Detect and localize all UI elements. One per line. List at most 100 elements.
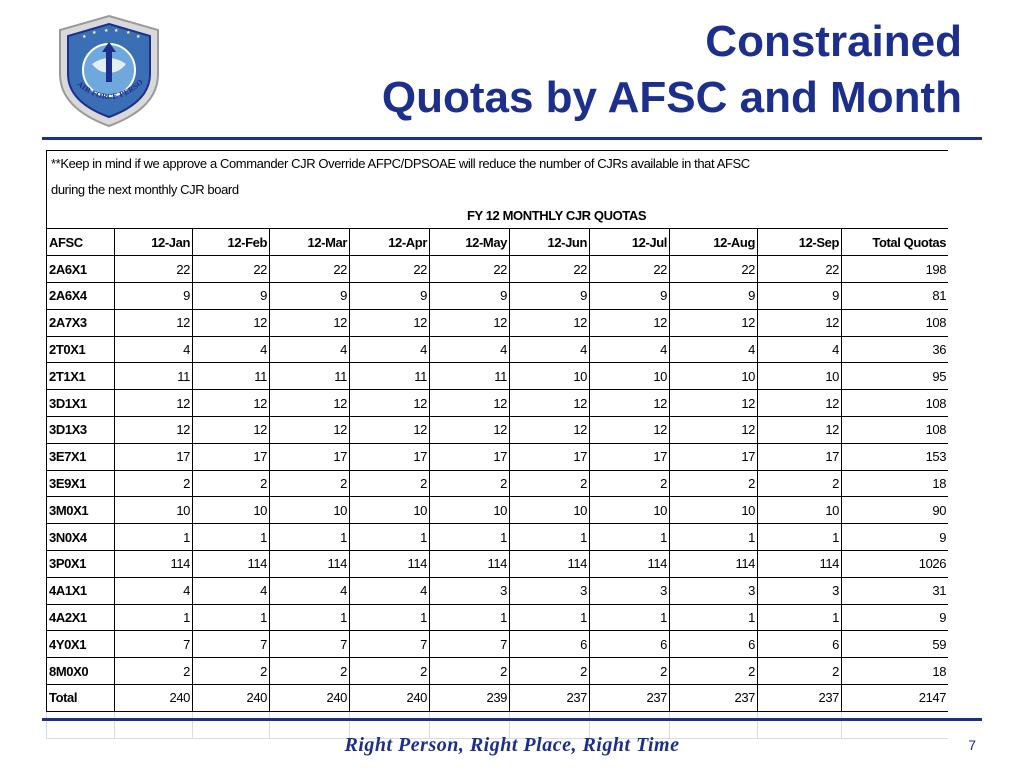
quota-cell: 1 xyxy=(669,523,758,551)
quota-cell: 2 xyxy=(349,657,430,685)
quota-cell: 108 xyxy=(840,389,948,417)
empty-cell xyxy=(840,710,948,739)
column-header: 12-Mar xyxy=(269,228,350,257)
quota-cell: 2 xyxy=(757,469,842,498)
title-line-2: Quotas by AFSC and Month xyxy=(381,73,962,122)
table-row: 4A2X1 1 1 1 1 1 1 1 1 1 9 xyxy=(46,603,948,632)
quota-cell: 7 xyxy=(192,630,270,659)
quota-cell: 7 xyxy=(349,630,430,659)
quota-cell: 240 xyxy=(269,683,350,712)
quota-cell: 17 xyxy=(509,442,590,471)
quota-cell: 17 xyxy=(269,442,350,471)
quota-cell: 22 xyxy=(669,255,758,283)
empty-cell xyxy=(46,710,115,739)
afsc-cell: 3D1X3 xyxy=(46,415,115,444)
note-line-1: **Keep in mind if we approve a Commander… xyxy=(46,150,948,177)
quota-cell: 12 xyxy=(757,415,842,444)
footer-divider xyxy=(42,718,982,721)
quota-cell: 12 xyxy=(349,389,430,417)
quota-cell: 237 xyxy=(757,683,842,712)
afsc-cell: 2T1X1 xyxy=(46,362,115,391)
quota-cell: 22 xyxy=(192,255,270,283)
quota-cell: 10 xyxy=(589,362,670,391)
quota-cell: 1 xyxy=(429,603,510,632)
quota-cell: 3 xyxy=(757,576,842,605)
quota-cell: 9 xyxy=(757,281,842,310)
quota-cell: 12 xyxy=(192,308,270,337)
quota-table-wrapper: **Keep in mind if we approve a Commander… xyxy=(46,150,948,740)
column-header: 12-Jan xyxy=(114,228,193,257)
footer-tagline: Right Person, Right Place, Right Time xyxy=(344,734,680,756)
quota-cell: 2 xyxy=(429,657,510,685)
quota-cell: 12 xyxy=(757,308,842,337)
afsc-cell: 8M0X0 xyxy=(46,657,115,685)
table-row: 4Y0X1 7 7 7 7 7 6 6 6 6 59 xyxy=(46,630,948,659)
quota-cell: 2 xyxy=(589,469,670,498)
quota-cell: 12 xyxy=(757,389,842,417)
quota-cell: 9 xyxy=(269,281,350,310)
quota-cell: 11 xyxy=(429,362,510,391)
quota-cell: 9 xyxy=(589,281,670,310)
quota-cell: 6 xyxy=(757,630,842,659)
svg-text:★: ★ xyxy=(136,34,141,40)
afpc-logo: ★★★ ★★★ AIR FORCE PERSONNEL CENTER xyxy=(52,12,159,128)
svg-text:★: ★ xyxy=(126,30,131,36)
quota-cell: 12 xyxy=(429,389,510,417)
quota-cell: 36 xyxy=(840,335,948,364)
afsc-cell: 4A2X1 xyxy=(46,603,115,632)
quota-cell: 12 xyxy=(429,415,510,444)
quota-cell: 2 xyxy=(349,469,430,498)
table-row: 3N0X4 1 1 1 1 1 1 1 1 1 9 xyxy=(46,523,948,551)
table-row: 4A1X1 4 4 4 4 3 3 3 3 3 31 xyxy=(46,576,948,605)
quota-cell: 12 xyxy=(269,415,350,444)
quota-cell: 17 xyxy=(192,442,270,471)
column-header: 12-Jul xyxy=(589,228,670,257)
quota-cell: 4 xyxy=(114,335,193,364)
quota-cell: 12 xyxy=(269,308,350,337)
quota-cell: 10 xyxy=(669,496,758,525)
slide-number: 7 xyxy=(968,737,976,753)
slide-title: Constrained Quotas by AFSC and Month xyxy=(322,14,962,126)
quota-cell: 95 xyxy=(840,362,948,391)
quota-cell: 22 xyxy=(349,255,430,283)
quota-cell: 1 xyxy=(509,523,590,551)
svg-text:★: ★ xyxy=(82,34,87,40)
quota-cell: 12 xyxy=(114,415,193,444)
quota-cell: 4 xyxy=(509,335,590,364)
quota-cell: 114 xyxy=(429,549,510,578)
quota-cell: 4 xyxy=(192,335,270,364)
quota-cell: 2 xyxy=(269,657,350,685)
quota-cell: 9 xyxy=(840,603,948,632)
quota-cell: 11 xyxy=(192,362,270,391)
empty-cell xyxy=(509,710,590,739)
quota-cell: 108 xyxy=(840,415,948,444)
quota-cell: 3 xyxy=(589,576,670,605)
quota-cell: 22 xyxy=(429,255,510,283)
table-row: 2A6X1 22 22 22 22 22 22 22 22 22 198 xyxy=(46,255,948,283)
quota-cell: 9 xyxy=(192,281,270,310)
title-line-1: Constrained xyxy=(705,17,962,66)
quota-cell: 12 xyxy=(509,389,590,417)
column-header: Total Quotas xyxy=(840,228,948,257)
afsc-cell: 3D1X1 xyxy=(46,389,115,417)
quota-cell: 17 xyxy=(669,442,758,471)
empty-cell xyxy=(349,710,430,739)
quota-cell: 114 xyxy=(757,549,842,578)
quota-cell: 17 xyxy=(589,442,670,471)
quota-cell: 2 xyxy=(509,657,590,685)
quota-cell: 237 xyxy=(589,683,670,712)
quota-cell: 114 xyxy=(509,549,590,578)
quota-cell: 2 xyxy=(509,469,590,498)
quota-cell: 3 xyxy=(509,576,590,605)
afsc-cell: 2A6X1 xyxy=(46,255,115,283)
quota-cell: 6 xyxy=(669,630,758,659)
table-row: 2A6X4 9 9 9 9 9 9 9 9 9 81 xyxy=(46,281,948,310)
quota-cell: 10 xyxy=(269,496,350,525)
quota-cell: 2147 xyxy=(840,683,948,712)
quota-cell: 12 xyxy=(349,308,430,337)
quota-cell: 240 xyxy=(349,683,430,712)
quota-cell: 12 xyxy=(589,308,670,337)
quota-cell: 17 xyxy=(349,442,430,471)
empty-row xyxy=(46,710,948,739)
quota-cell: 153 xyxy=(840,442,948,471)
